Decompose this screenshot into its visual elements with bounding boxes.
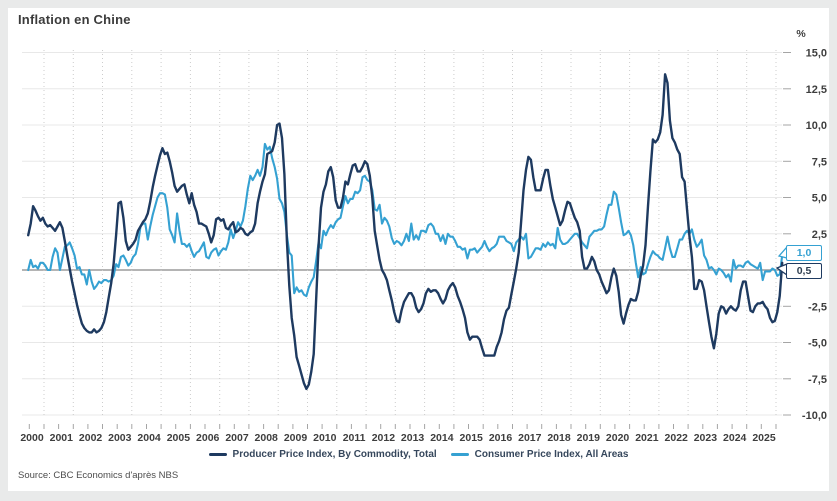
legend-item-ppi: Producer Price Index, By Commodity, Tota… [208,449,437,460]
page-title: Inflation en Chine [18,12,131,27]
cpi-last-value-callout: 1,0 [786,245,822,261]
cpi-line-swatch [450,453,469,456]
legend: Producer Price Index, By Commodity, Tota… [8,449,829,460]
legend-item-cpi: Consumer Price Index, All Areas [450,449,629,460]
chart-card [8,8,829,491]
y-axis-unit-label: % [796,28,806,40]
legend-label-cpi: Consumer Price Index, All Areas [474,449,629,460]
ppi-last-value-callout: 0,5 [786,263,822,279]
ppi-line-swatch [208,453,227,456]
legend-label-ppi: Producer Price Index, By Commodity, Tota… [232,449,437,460]
source-note: Source: CBC Economics d'après NBS [18,470,179,481]
